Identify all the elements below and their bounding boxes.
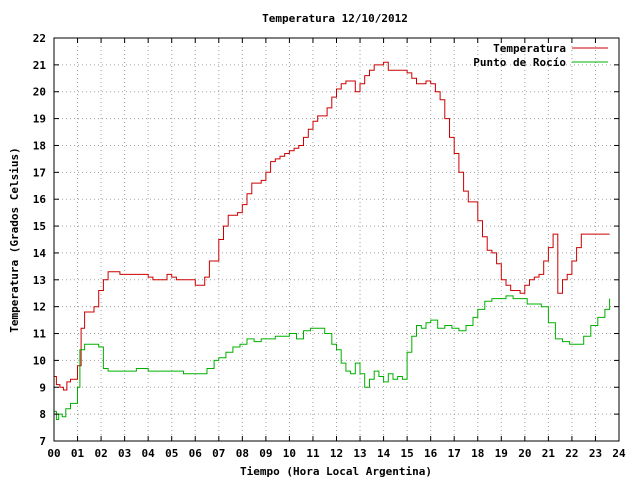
x-tick-label: 23	[589, 447, 602, 460]
y-tick-label: 16	[33, 193, 47, 206]
y-tick-label: 10	[33, 354, 46, 367]
x-tick-label: 09	[259, 447, 272, 460]
y-tick-label: 21	[33, 59, 47, 72]
y-tick-label: 20	[33, 86, 46, 99]
legend-label: Punto de Rocío	[473, 56, 566, 69]
x-tick-label: 14	[377, 447, 391, 460]
y-tick-label: 9	[39, 381, 46, 394]
x-tick-label: 04	[142, 447, 156, 460]
x-tick-label: 07	[212, 447, 225, 460]
x-tick-label: 03	[118, 447, 131, 460]
y-tick-label: 18	[33, 139, 46, 152]
series-line-punto-de-rocio	[54, 295, 611, 420]
x-tick-label: 16	[424, 447, 438, 460]
y-tick-label: 22	[33, 32, 46, 45]
x-tick-label: 10	[283, 447, 296, 460]
legend-label: Temperatura	[493, 42, 566, 55]
chart-title: Temperatura 12/10/2012	[262, 12, 408, 25]
x-tick-label: 02	[94, 447, 107, 460]
y-tick-label: 12	[33, 301, 46, 314]
series-line-temperatura	[54, 61, 610, 391]
x-tick-label: 08	[236, 447, 249, 460]
x-tick-label: 13	[353, 447, 366, 460]
y-tick-label: 19	[33, 113, 46, 126]
x-tick-label: 12	[330, 447, 343, 460]
y-tick-label: 14	[33, 247, 47, 260]
x-tick-label: 19	[495, 447, 508, 460]
x-tick-label: 18	[471, 447, 484, 460]
x-tick-label: 00	[47, 447, 60, 460]
x-tick-label: 15	[401, 447, 414, 460]
y-tick-label: 8	[39, 408, 46, 421]
grid	[54, 38, 619, 441]
tick-layer: 00 01 02 03 04 05 06 07 08 09 10 11 12 13 14 15 16 17 18 19…	[33, 32, 626, 460]
x-tick-label: 11	[306, 447, 320, 460]
x-tick-label: 21	[542, 447, 556, 460]
x-axis-label: Tiempo (Hora Local Argentina)	[240, 465, 432, 478]
x-tick-label: 24	[612, 447, 626, 460]
y-tick-label: 7	[39, 435, 46, 448]
x-tick-label: 06	[189, 447, 203, 460]
y-tick-label: 15	[33, 220, 46, 233]
x-tick-label: 01	[71, 447, 85, 460]
y-tick-label: 13	[33, 274, 46, 287]
series-layer	[54, 61, 611, 420]
x-tick-label: 22	[565, 447, 578, 460]
y-axis-label: Temperatura (Grados Celsius)	[8, 147, 21, 332]
y-tick-label: 17	[33, 166, 46, 179]
x-tick-label: 20	[518, 447, 531, 460]
x-tick-label: 05	[165, 447, 178, 460]
x-tick-label: 17	[448, 447, 461, 460]
y-tick-label: 11	[33, 328, 47, 341]
